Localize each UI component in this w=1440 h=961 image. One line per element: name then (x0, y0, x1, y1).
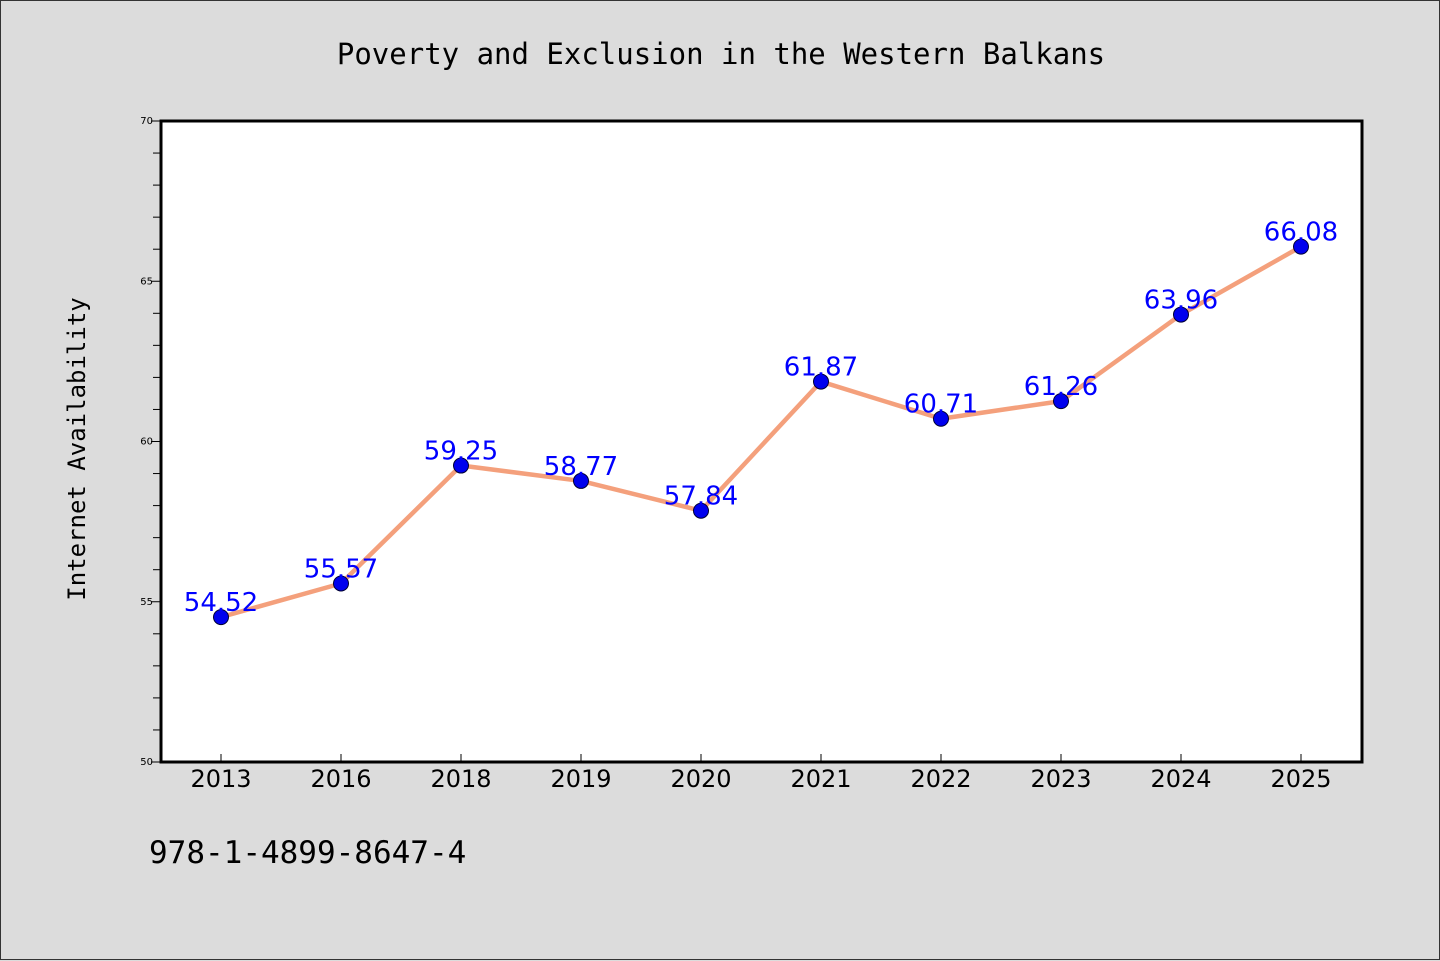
data-point (213, 609, 229, 626)
data-point (813, 373, 829, 390)
y-tick-label: 60 (140, 437, 153, 448)
series-line (218, 244, 1304, 620)
data-labels: 54.52 55.57 59.25 58.77 57.84 61.87 60.71 61.26… (184, 218, 1338, 618)
x-axis: 2013 2016 2018 2019 2020 2021 2022 2023 2024 2025 (190, 754, 1332, 793)
x-tick-label: 2019 (550, 765, 611, 793)
data-point (933, 410, 949, 427)
y-tick-label: 70 (140, 116, 153, 127)
data-point (1173, 306, 1189, 323)
data-label: 57.84 (664, 482, 738, 512)
x-tick-label: 2018 (430, 765, 491, 793)
x-tick-label: 2013 (190, 765, 251, 793)
data-label: 61.26 (1024, 372, 1098, 402)
y-tick-label: 55 (140, 597, 153, 608)
data-label: 59.25 (424, 437, 498, 467)
data-label: 54.52 (184, 588, 258, 618)
chart-title: Poverty and Exclusion in the Western Bal… (337, 37, 1105, 71)
data-label: 60.71 (904, 390, 978, 420)
series-markers (213, 238, 1309, 626)
data-label: 58.77 (544, 452, 618, 482)
isbn-footnote: 978-1-4899-8647-4 (149, 835, 467, 871)
data-point (1293, 238, 1309, 255)
y-axis-label: Internet Availability (63, 297, 91, 600)
x-tick-label: 2021 (790, 765, 851, 793)
y-axis: 50 55 60 65 70 (140, 116, 161, 768)
data-label: 55.57 (304, 554, 378, 584)
x-tick-label: 2025 (1270, 765, 1331, 793)
data-point (1053, 393, 1069, 410)
data-point (693, 502, 709, 519)
y-tick-label: 50 (140, 757, 153, 768)
data-point (333, 575, 349, 592)
data-point (453, 457, 469, 474)
x-tick-label: 2022 (910, 765, 971, 793)
data-label: 63.96 (1144, 286, 1218, 316)
x-tick-label: 2020 (670, 765, 731, 793)
x-tick-label: 2024 (1150, 765, 1211, 793)
x-tick-label: 2016 (310, 765, 371, 793)
data-point (573, 472, 589, 489)
y-tick-label: 65 (140, 276, 153, 287)
x-tick-label: 2023 (1030, 765, 1091, 793)
data-label: 66.08 (1264, 218, 1338, 248)
data-label: 61.87 (784, 353, 858, 383)
plot-area (159, 119, 1364, 764)
